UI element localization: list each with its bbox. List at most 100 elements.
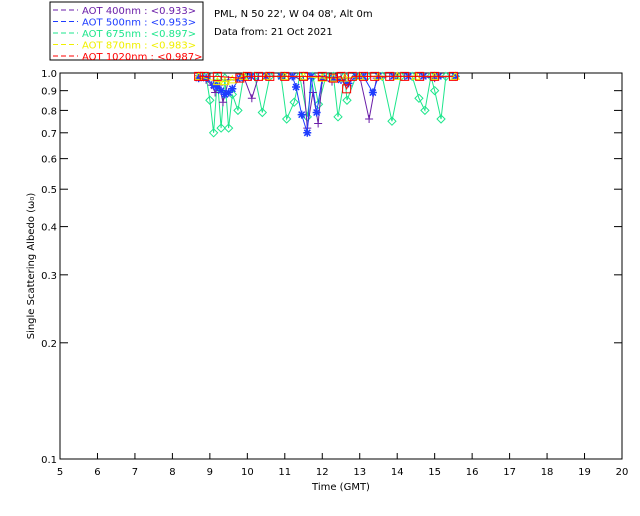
data-point-asterisk [220, 90, 229, 99]
legend-entry: AOT 1020nm : <0.987> [82, 52, 202, 63]
x-tick-label: 10 [241, 467, 254, 478]
data-point-triangle [429, 71, 440, 80]
data-point-plus [247, 94, 256, 103]
data-point-plus [365, 115, 374, 124]
y-tick-label: 0.5 [41, 185, 57, 196]
data-point-asterisk [217, 86, 226, 95]
data-point-square [370, 71, 380, 81]
legend-entry: AOT 870nm : <0.983> [82, 41, 196, 52]
data-point-plus [218, 98, 227, 107]
y-axis: 0.1 0.2 0.3 0.4 0.5 0.6 0.7 0.8 0.9 1.0 [41, 69, 622, 466]
legend-entry: AOT 500nm : <0.953> [82, 18, 196, 29]
data-point-triangle [219, 76, 230, 86]
y-tick-label: 1.0 [41, 69, 57, 80]
legend: AOT 400nm : <0.933>AOT 500nm : <0.953>AO… [49, 1, 204, 63]
plot-area [59, 72, 623, 460]
data-point-diamond [205, 95, 215, 105]
data-point-square [385, 71, 395, 81]
data-point-diamond [208, 128, 219, 138]
x-tick-label: 6 [94, 467, 100, 478]
data-point-diamond [387, 116, 397, 126]
series-4 [194, 71, 458, 94]
data-point-diamond [281, 114, 292, 124]
date-label: Data from: 21 Oct 2021 [214, 27, 333, 38]
data-point-diamond [333, 112, 343, 122]
x-tick-label: 18 [541, 467, 554, 478]
x-tick-label: 19 [578, 467, 591, 478]
data-point-diamond [436, 114, 446, 124]
y-tick-label: 0.2 [41, 339, 57, 350]
data-point-square [242, 71, 252, 81]
data-point-asterisk [228, 84, 237, 93]
data-point-asterisk [213, 82, 222, 91]
x-tick-label: 17 [503, 467, 516, 478]
data-point-asterisk [303, 128, 312, 137]
data-point-square [199, 71, 209, 81]
x-tick-label: 9 [207, 467, 213, 478]
data-point-asterisk [312, 108, 321, 117]
data-point-square [235, 73, 245, 83]
data-point-diamond [233, 105, 243, 116]
data-point-diamond [313, 99, 324, 109]
data-point-triangle [227, 74, 238, 84]
data-point-asterisk [297, 110, 306, 119]
data-point-square [342, 84, 352, 94]
x-tick-label: 13 [353, 467, 366, 478]
y-tick-label: 0.4 [41, 223, 57, 234]
data-point-asterisk [344, 79, 353, 88]
data-point-diamond [414, 93, 424, 103]
data-point-square [254, 71, 264, 81]
data-point-asterisk [194, 74, 203, 83]
data-point-square [299, 71, 309, 81]
data-point-square [415, 71, 425, 81]
data-point-triangle [279, 71, 290, 80]
data-point-diamond [420, 105, 430, 116]
data-point-square [448, 71, 458, 81]
data-point-triangle [317, 73, 328, 82]
x-axis-label: Time (GMT) [311, 482, 370, 493]
data-point-diamond [257, 107, 268, 118]
data-point-diamond [289, 97, 299, 107]
data-point-square [280, 71, 290, 81]
data-point-square [194, 71, 204, 81]
x-tick-label: 7 [132, 467, 138, 478]
legend-entry: AOT 400nm : <0.933> [82, 6, 196, 17]
data-point-triangle [298, 71, 309, 80]
data-point-asterisk [224, 88, 233, 97]
station-label: PML, N 50 22', W 04 08', Alt 0m [214, 9, 373, 20]
y-tick-label: 0.3 [41, 271, 57, 282]
series-group [193, 71, 461, 138]
y-tick-label: 0.7 [41, 129, 57, 140]
data-point-diamond [302, 112, 312, 122]
data-point-asterisk [368, 88, 377, 97]
data-point-square [265, 71, 275, 81]
data-point-diamond [429, 85, 440, 96]
data-point-square [347, 71, 357, 81]
data-point-square [430, 71, 440, 81]
x-tick-label: 11 [278, 467, 291, 478]
data-point-triangle [212, 76, 223, 86]
x-tick-label: 12 [316, 467, 329, 478]
data-point-diamond [342, 95, 352, 105]
series-line [198, 75, 454, 91]
data-point-asterisk [209, 81, 218, 90]
data-point-diamond [441, 71, 451, 82]
data-point-square [336, 71, 346, 81]
data-point-diamond [216, 123, 226, 133]
x-tick-label: 16 [466, 467, 479, 478]
data-point-square [358, 71, 368, 81]
data-point-square [400, 71, 410, 81]
data-point-square [317, 71, 327, 81]
data-point-square [329, 73, 339, 83]
data-point-asterisk [292, 82, 301, 91]
data-point-triangle [392, 71, 403, 80]
data-point-plus [314, 119, 323, 128]
data-point-triangle [339, 73, 350, 82]
x-tick-label: 5 [57, 467, 63, 478]
y-tick-label: 0.6 [41, 155, 57, 166]
x-tick-label: 15 [428, 467, 441, 478]
data-point-diamond [223, 123, 234, 133]
y-tick-label: 0.8 [41, 106, 57, 117]
legend-entry: AOT 675nm : <0.897> [82, 29, 196, 40]
